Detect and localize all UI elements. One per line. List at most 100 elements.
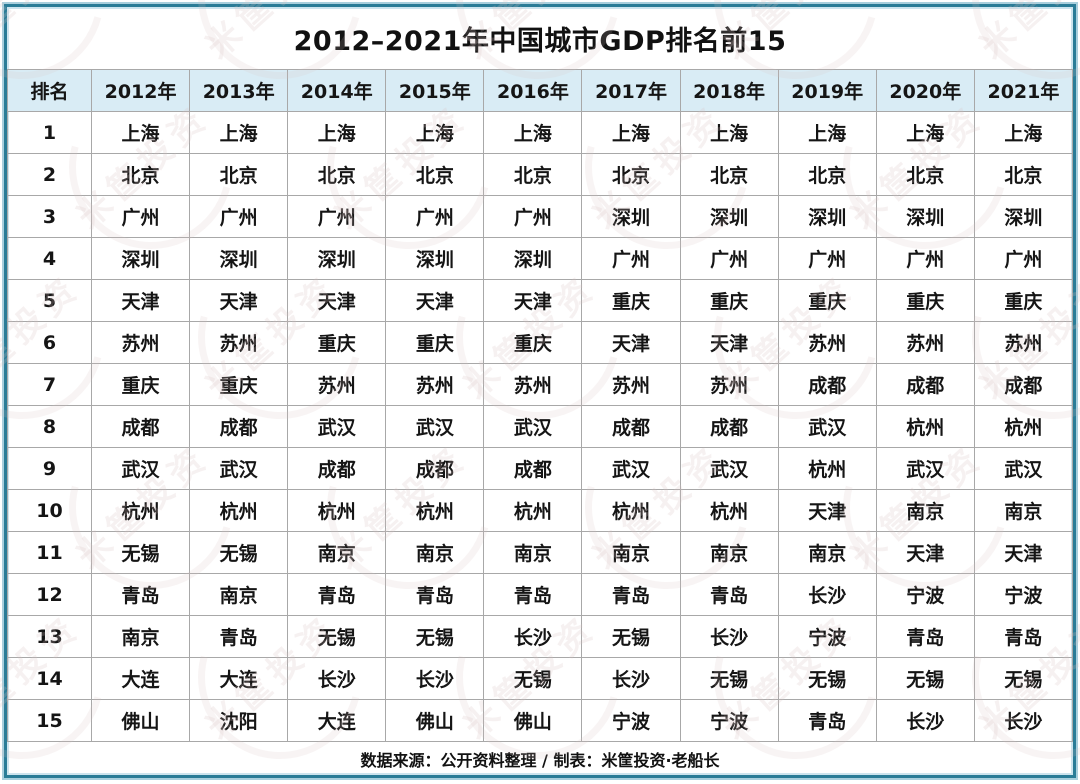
city-cell: 杭州 [189,489,289,532]
city-cell: 北京 [483,153,583,196]
city-cell: 天津 [973,531,1074,574]
city-cell: 武汉 [875,447,975,490]
city-cell: 广州 [875,237,975,280]
city-cell: 上海 [777,111,877,154]
city-cell: 长沙 [483,615,583,658]
city-cell: 广州 [973,237,1074,280]
city-cell: 天津 [581,321,681,364]
city-cell: 重庆 [581,279,681,322]
city-cell: 青岛 [287,573,387,616]
city-cell: 佛山 [483,699,583,742]
city-cell: 杭州 [581,489,681,532]
city-cell: 宁波 [581,699,681,742]
city-cell: 成都 [90,405,191,448]
city-cell: 苏州 [875,321,975,364]
city-cell: 长沙 [875,699,975,742]
city-cell: 重庆 [385,321,485,364]
city-cell: 无锡 [777,657,877,700]
city-cell: 成都 [483,447,583,490]
city-cell: 上海 [581,111,681,154]
city-cell: 苏州 [189,321,289,364]
table-row: 3 广州 广州 广州 广州 广州 深圳 深圳 深圳 深圳 深圳 [7,195,1074,238]
city-cell: 杭州 [777,447,877,490]
rank-cell: 2 [7,153,92,196]
city-cell: 南京 [287,531,387,574]
city-cell: 苏州 [973,321,1074,364]
city-cell: 杭州 [385,489,485,532]
city-cell: 佛山 [90,699,191,742]
table-row: 8 成都 成都 武汉 武汉 武汉 成都 成都 武汉 杭州 杭州 [7,405,1074,448]
city-cell: 成都 [189,405,289,448]
city-cell: 南京 [90,615,191,658]
city-cell: 重庆 [973,279,1074,322]
city-cell: 宁波 [875,573,975,616]
city-cell: 青岛 [385,573,485,616]
city-cell: 青岛 [875,615,975,658]
table-row: 9 武汉 武汉 成都 成都 成都 武汉 武汉 杭州 武汉 武汉 [7,447,1074,490]
city-cell: 天津 [679,321,779,364]
city-cell: 武汉 [287,405,387,448]
city-cell: 上海 [679,111,779,154]
column-header: 2015年 [385,69,485,112]
city-cell: 无锡 [679,657,779,700]
table-row: 5 天津 天津 天津 天津 天津 重庆 重庆 重庆 重庆 重庆 [7,279,1074,322]
city-cell: 重庆 [287,321,387,364]
city-cell: 武汉 [777,405,877,448]
table-row: 14 大连 大连 长沙 长沙 无锡 长沙 无锡 无锡 无锡 无锡 [7,657,1074,700]
rank-cell: 10 [7,489,92,532]
city-cell: 无锡 [189,531,289,574]
city-cell: 北京 [973,153,1074,196]
city-cell: 深圳 [679,195,779,238]
city-cell: 北京 [581,153,681,196]
city-cell: 深圳 [385,237,485,280]
rank-cell: 3 [7,195,92,238]
city-cell: 南京 [679,531,779,574]
city-cell: 大连 [189,657,289,700]
city-cell: 沈阳 [189,699,289,742]
rank-cell: 13 [7,615,92,658]
city-cell: 青岛 [679,573,779,616]
rank-cell: 8 [7,405,92,448]
city-cell: 宁波 [777,615,877,658]
city-cell: 无锡 [385,615,485,658]
city-cell: 武汉 [189,447,289,490]
city-cell: 广州 [581,237,681,280]
city-cell: 杭州 [90,489,191,532]
city-cell: 上海 [385,111,485,154]
gdp-ranking-table: 排名 2012年 2013年 2014年 2015年 2016年 2017年 2018年 201… [7,69,1074,742]
table-row: 6 苏州 苏州 重庆 重庆 重庆 天津 天津 苏州 苏州 苏州 [7,321,1074,364]
city-cell: 重庆 [777,279,877,322]
column-header: 排名 [7,69,92,112]
city-cell: 杭州 [287,489,387,532]
city-cell: 武汉 [581,447,681,490]
city-cell: 天津 [287,279,387,322]
table-row: 7 重庆 重庆 苏州 苏州 苏州 苏州 苏州 成都 成都 成都 [7,363,1074,406]
rank-cell: 14 [7,657,92,700]
table-row: 11 无锡 无锡 南京 南京 南京 南京 南京 南京 天津 天津 [7,531,1074,574]
city-cell: 无锡 [483,657,583,700]
city-cell: 上海 [287,111,387,154]
city-cell: 无锡 [973,657,1074,700]
city-cell: 深圳 [483,237,583,280]
city-cell: 上海 [90,111,191,154]
city-cell: 重庆 [90,363,191,406]
city-cell: 上海 [483,111,583,154]
rank-cell: 1 [7,111,92,154]
city-cell: 上海 [973,111,1074,154]
column-header: 2019年 [777,69,877,112]
rank-cell: 6 [7,321,92,364]
city-cell: 北京 [777,153,877,196]
city-cell: 北京 [287,153,387,196]
table-row: 15 佛山 沈阳 大连 佛山 佛山 宁波 宁波 青岛 长沙 长沙 [7,699,1074,742]
city-cell: 重庆 [189,363,289,406]
city-cell: 武汉 [973,447,1074,490]
header-row: 排名 2012年 2013年 2014年 2015年 2016年 2017年 2018年 201… [7,69,1074,112]
city-cell: 成都 [875,363,975,406]
city-cell: 杭州 [483,489,583,532]
page-title: 2012–2021年中国城市GDP排名前15 [293,25,787,57]
city-cell: 深圳 [90,237,191,280]
city-cell: 北京 [90,153,191,196]
city-cell: 广州 [483,195,583,238]
city-cell: 大连 [90,657,191,700]
